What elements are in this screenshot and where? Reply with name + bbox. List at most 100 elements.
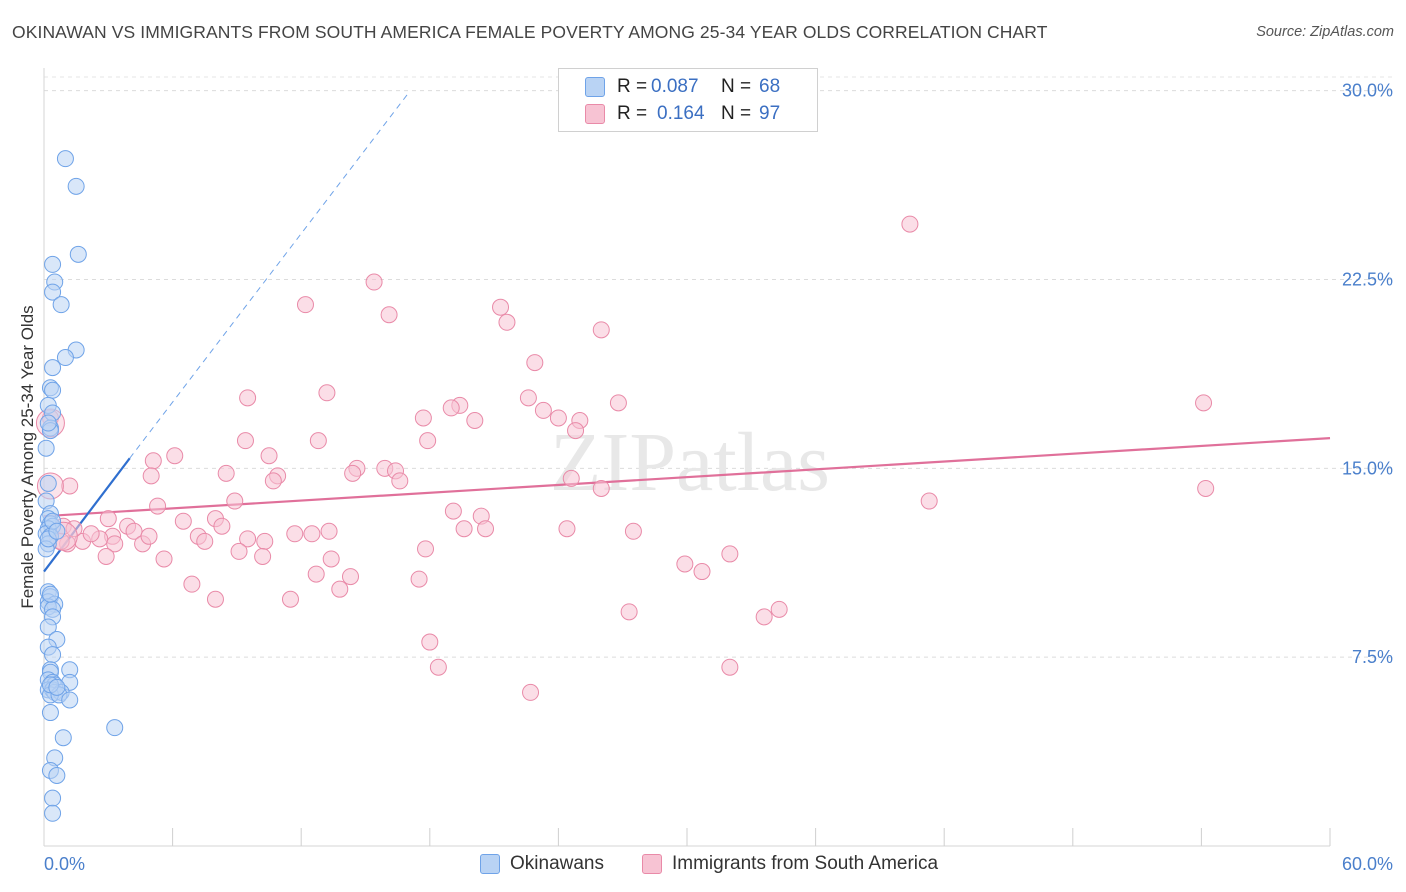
legend-row-okinawans: R = 0.087 N = 68 xyxy=(585,75,780,99)
data-point-immigrants xyxy=(380,306,398,324)
data-point-immigrants xyxy=(592,479,610,497)
data-point-immigrants xyxy=(429,658,447,676)
chart-title: OKINAWAN VS IMMIGRANTS FROM SOUTH AMERIC… xyxy=(12,22,1048,42)
data-point-immigrants xyxy=(592,321,610,339)
data-point-immigrants xyxy=(286,525,304,543)
data-point-immigrants xyxy=(344,464,362,482)
legend-label: Okinawans xyxy=(510,853,604,874)
data-point-immigrants xyxy=(264,472,282,490)
data-point-immigrants xyxy=(1195,394,1213,412)
n-value: 68 xyxy=(759,76,781,97)
data-point-immigrants xyxy=(534,401,552,419)
data-point-immigrants xyxy=(365,273,383,291)
data-point-immigrants xyxy=(331,580,349,598)
legend-row-immigrants: R = 0.164 N = 97 xyxy=(585,102,780,126)
grid-lines xyxy=(44,76,1394,658)
data-point-immigrants xyxy=(236,432,254,450)
data-point-okinawans xyxy=(44,804,62,822)
data-point-immigrants xyxy=(920,492,938,510)
data-point-immigrants xyxy=(206,590,224,608)
data-point-immigrants xyxy=(166,447,184,465)
data-point-immigrants xyxy=(620,603,638,621)
data-point-immigrants xyxy=(755,608,773,626)
data-point-immigrants xyxy=(226,492,244,510)
data-point-okinawans xyxy=(106,719,124,737)
data-point-immigrants xyxy=(391,472,409,490)
data-point-okinawans xyxy=(56,349,74,367)
data-point-immigrants xyxy=(239,530,257,548)
data-point-immigrants xyxy=(149,497,167,515)
r-value: 0.087 xyxy=(651,76,699,97)
data-point-immigrants xyxy=(522,683,540,701)
data-point-immigrants xyxy=(519,389,537,407)
n-label: N = xyxy=(721,103,752,124)
data-point-immigrants xyxy=(260,447,278,465)
data-point-immigrants xyxy=(421,633,439,651)
data-point-immigrants xyxy=(183,575,201,593)
data-point-immigrants xyxy=(609,394,627,412)
data-point-immigrants xyxy=(477,520,495,538)
data-point-immigrants xyxy=(567,422,585,440)
data-point-immigrants xyxy=(307,565,325,583)
data-point-immigrants xyxy=(414,409,432,427)
y-tick-label: 22.5% xyxy=(1342,269,1393,289)
n-label: N = xyxy=(721,76,752,97)
data-point-immigrants xyxy=(65,520,83,538)
data-point-immigrants xyxy=(196,532,214,550)
pink-swatch xyxy=(585,104,605,124)
data-point-okinawans xyxy=(37,439,55,457)
data-point-immigrants xyxy=(442,399,460,417)
data-point-okinawans xyxy=(48,678,66,696)
x-tick-label: 0.0% xyxy=(44,854,85,874)
data-point-okinawans xyxy=(44,255,62,273)
data-point-okinawans xyxy=(69,245,87,263)
data-point-immigrants xyxy=(455,520,473,538)
data-point-immigrants xyxy=(99,510,117,528)
data-point-immigrants xyxy=(174,512,192,530)
data-point-okinawans xyxy=(44,789,62,807)
y-tick-label: 30.0% xyxy=(1342,81,1393,101)
data-point-immigrants xyxy=(444,502,462,520)
pink-swatch xyxy=(642,854,662,874)
data-point-immigrants xyxy=(770,600,788,618)
data-point-okinawans xyxy=(44,646,62,664)
data-point-immigrants xyxy=(320,522,338,540)
data-point-immigrants xyxy=(230,542,248,560)
data-point-immigrants xyxy=(417,540,435,558)
data-point-okinawans xyxy=(39,474,57,492)
y-tick-label: 15.0% xyxy=(1342,458,1393,478)
data-point-okinawans xyxy=(48,522,66,540)
data-point-immigrants xyxy=(140,527,158,545)
x-tick-labels: 0.0% 60.0% xyxy=(44,854,1393,874)
x-tick-marks xyxy=(172,828,1331,846)
data-point-okinawans xyxy=(41,704,59,722)
trendline-immigrants xyxy=(43,437,1331,518)
data-point-immigrants xyxy=(239,389,257,407)
data-point-immigrants xyxy=(624,522,642,540)
data-point-immigrants xyxy=(213,517,231,535)
data-point-immigrants xyxy=(901,215,919,233)
r-label: R = xyxy=(617,76,648,97)
x-tick-label: 60.0% xyxy=(1342,854,1393,874)
legend-item-immigrants: Immigrants from South America xyxy=(642,852,938,876)
data-point-immigrants xyxy=(106,535,124,553)
data-point-okinawans xyxy=(56,150,74,168)
data-point-immigrants xyxy=(318,384,336,402)
data-point-immigrants xyxy=(721,658,739,676)
data-point-okinawans xyxy=(44,359,62,377)
data-point-okinawans xyxy=(44,381,62,399)
data-point-immigrants xyxy=(281,590,299,608)
data-point-immigrants xyxy=(155,550,173,568)
data-point-immigrants xyxy=(526,354,544,372)
data-point-immigrants xyxy=(1197,479,1215,497)
data-point-immigrants xyxy=(303,525,321,543)
data-point-immigrants xyxy=(558,520,576,538)
data-point-immigrants xyxy=(217,464,235,482)
y-axis-label: Female Poverty Among 25-34 Year Olds xyxy=(18,305,37,608)
watermark: ZIPatlas xyxy=(550,416,830,509)
data-point-immigrants xyxy=(721,545,739,563)
trendline-okinawans-extension xyxy=(129,92,409,459)
data-point-okinawans xyxy=(48,767,66,785)
blue-swatch xyxy=(480,854,500,874)
data-point-okinawans xyxy=(61,691,79,709)
